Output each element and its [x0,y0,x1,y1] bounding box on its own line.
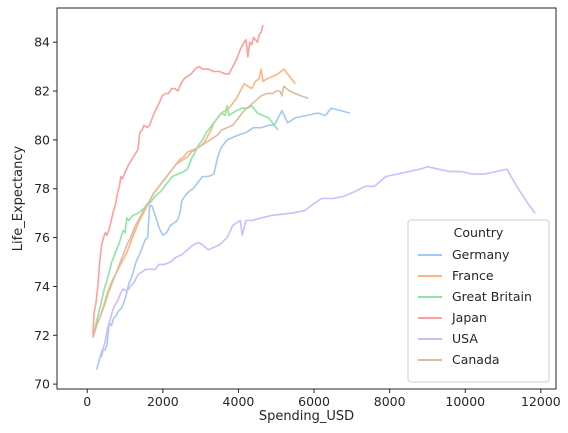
plot-area-frame [56,7,557,390]
y-tick-label: 70 [34,377,50,392]
x-axis-ticks: 0 2000 4000 6000 8000 10000 12000 [83,389,561,409]
x-tick-label: 2000 [147,394,179,409]
series-lines [92,24,536,370]
series-line-5 [92,85,309,338]
legend-label: Canada [452,352,500,367]
y-tick-label: 76 [34,230,50,245]
legend-label: France [452,268,494,283]
series-line-0 [95,107,351,370]
legend-label: Germany [452,247,510,262]
y-tick-label: 82 [34,84,50,99]
x-tick-label: 10000 [445,394,485,409]
series-line-4 [100,165,536,358]
series-line-3 [92,24,264,336]
legend-items: Germany France Great Britain Japan USA Canada [418,247,532,367]
series-line-2 [92,104,279,338]
legend-label: Japan [451,310,487,325]
legend-box [407,219,550,383]
y-tick-label: 72 [34,328,50,343]
x-tick-label: 12000 [521,394,561,409]
x-tick-label: 8000 [374,394,406,409]
legend-label: USA [452,331,478,346]
y-axis-label: Life_Expectancy [11,146,26,252]
legend-label: Great Britain [452,289,532,304]
x-axis-label: Spending_USD [259,409,354,424]
y-tick-label: 78 [34,181,50,196]
y-axis-ticks: 70 72 74 76 78 80 82 84 [34,35,57,392]
x-tick-label: 0 [83,394,91,409]
legend: Country Germany France Great Britain Japan U… [407,219,550,383]
series-line-1 [92,68,296,338]
y-tick-label: 84 [34,35,50,50]
y-tick-label: 74 [34,279,50,294]
legend-title: Country [454,225,504,240]
x-tick-label: 6000 [298,394,330,409]
x-tick-label: 4000 [223,394,255,409]
y-tick-label: 80 [34,132,50,147]
